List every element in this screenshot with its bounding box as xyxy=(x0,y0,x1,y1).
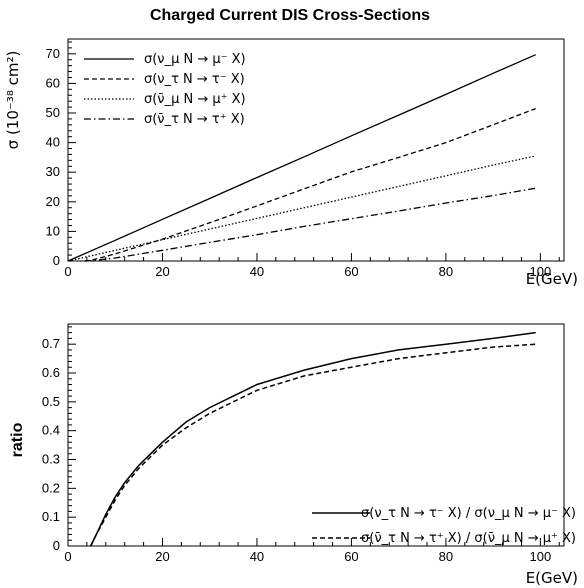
chart-title: Charged Current DIS Cross-Sections xyxy=(150,7,430,24)
series-lines xyxy=(68,55,536,261)
y-tick-label: 0 xyxy=(53,538,60,553)
ratio-panel: 0 20 40 60 80 100 0 0.1 0.2 0.3 0.4 0.5 0.6 0.7 E(Ge… xyxy=(9,324,578,587)
x-tick-label: 20 xyxy=(155,549,169,564)
y-tick-label: 0.4 xyxy=(42,423,60,438)
y-tick-labels: 0 10 20 30 40 50 60 70 xyxy=(46,46,60,268)
x-tick-label: 100 xyxy=(530,549,552,564)
y-tick-label: 10 xyxy=(46,223,60,238)
y-tick-label: 0.2 xyxy=(42,480,60,495)
x-axis-label: E(GeV) xyxy=(526,569,578,587)
legend-label: σ(ν̄_μ N → μ⁺ X) xyxy=(144,92,246,107)
y-tick-label: 70 xyxy=(46,46,60,61)
legend-label: σ(ν̄_τ N → τ⁺ X) / σ(ν̄_μ N → μ⁺ X) xyxy=(361,531,576,546)
x-tick-label: 80 xyxy=(439,549,453,564)
x-tick-label: 40 xyxy=(250,264,264,279)
y-tick-label: 40 xyxy=(46,135,60,150)
series-line-4 xyxy=(85,188,536,261)
y-tick-label: 0.7 xyxy=(42,336,60,351)
y-tick-label: 50 xyxy=(46,105,60,120)
x-axis-label: E(GeV) xyxy=(526,270,578,288)
series-line-1 xyxy=(68,55,536,261)
legend: σ(ν_μ N → μ⁻ X) σ(ν_τ N → τ⁻ X) σ(ν̄_μ N →… xyxy=(84,52,246,127)
x-tick-label: 40 xyxy=(250,549,264,564)
legend-label: σ(ν_τ N → τ⁻ X) xyxy=(144,72,245,87)
y-tick-label: 0 xyxy=(53,253,60,268)
x-tick-label: 0 xyxy=(64,549,71,564)
series-line-3 xyxy=(68,156,536,261)
x-tick-label: 0 xyxy=(64,264,71,279)
x-tick-labels: 0 20 40 60 80 100 xyxy=(64,549,551,564)
y-tick-label: 20 xyxy=(46,194,60,209)
legend-label: σ(ν̄_τ N → τ⁺ X) xyxy=(144,112,245,127)
y-tick-label: 0.3 xyxy=(42,452,60,467)
x-tick-label: 80 xyxy=(439,264,453,279)
y-axis-label: σ (10⁻³⁸ cm²) xyxy=(4,51,22,150)
series-line-2 xyxy=(85,109,536,261)
y-tick-labels: 0 0.1 0.2 0.3 0.4 0.5 0.6 0.7 xyxy=(42,336,60,553)
x-tick-label: 60 xyxy=(344,264,358,279)
y-tick-label: 0.5 xyxy=(42,394,60,409)
y-tick-label: 0.1 xyxy=(42,509,60,524)
x-tick-label: 20 xyxy=(155,264,169,279)
y-tick-label: 0.6 xyxy=(42,365,60,380)
y-axis-label: ratio xyxy=(9,422,26,457)
x-tick-labels: 0 20 40 60 80 100 xyxy=(64,264,551,279)
legend-label: σ(ν_τ N → τ⁻ X) / σ(ν_μ N → μ⁻ X) xyxy=(361,506,576,521)
legend-label: σ(ν_μ N → μ⁻ X) xyxy=(144,52,246,67)
x-tick-label: 60 xyxy=(344,549,358,564)
y-tick-label: 60 xyxy=(46,75,60,90)
y-tick-label: 30 xyxy=(46,164,60,179)
